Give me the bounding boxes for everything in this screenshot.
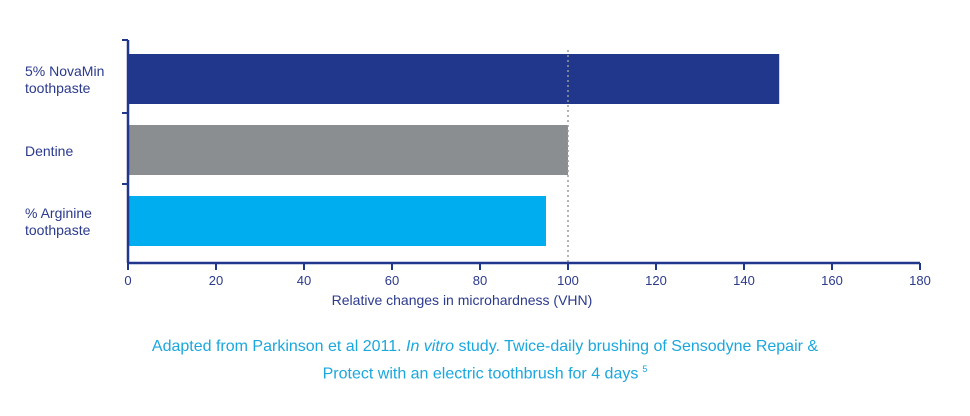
caption-method: Protect with an electric toothbrush for … (322, 365, 639, 383)
category-label-2: % Arginine toothpaste (25, 205, 92, 238)
bar-2 (129, 196, 546, 246)
caption-source: Adapted from Parkinson et al 2011. (151, 338, 406, 355)
x-tick-label-5: 100 (557, 273, 579, 288)
x-tick-label-1: 20 (209, 273, 223, 288)
x-tick-label-6: 120 (645, 273, 667, 288)
x-tick-label-8: 160 (821, 273, 843, 288)
caption-reference: 5 (642, 364, 648, 374)
x-tick-label-2: 40 (297, 273, 311, 288)
x-tick-label-4: 80 (473, 273, 487, 288)
category-label-1: Dentine (25, 143, 73, 159)
caption-line-2: Protect with an electric toothbrush for … (0, 358, 970, 385)
x-tick-label-9: 180 (909, 273, 931, 288)
caption-line-1: Adapted from Parkinson et al 2011. In vi… (0, 336, 970, 358)
caption-description: study. Twice-daily brushing of Sensodyne… (454, 338, 819, 355)
x-tick-label-7: 140 (733, 273, 755, 288)
bar-1 (129, 125, 568, 175)
bar-chart: 0 20 40 60 80 100 120 140 160 180 5% NovaMin toothp… (25, 39, 931, 308)
chart-caption: Adapted from Parkinson et al 2011. In vi… (0, 336, 970, 385)
caption-italic: In vitro (406, 338, 455, 355)
category-label-0: 5% NovaMin toothpaste (25, 63, 104, 96)
bar-0 (129, 54, 780, 104)
x-tick-label-3: 60 (385, 273, 399, 288)
x-tick-label-0: 0 (124, 273, 131, 288)
x-axis-title: Relative changes in microhardness (VHN) (332, 292, 593, 308)
